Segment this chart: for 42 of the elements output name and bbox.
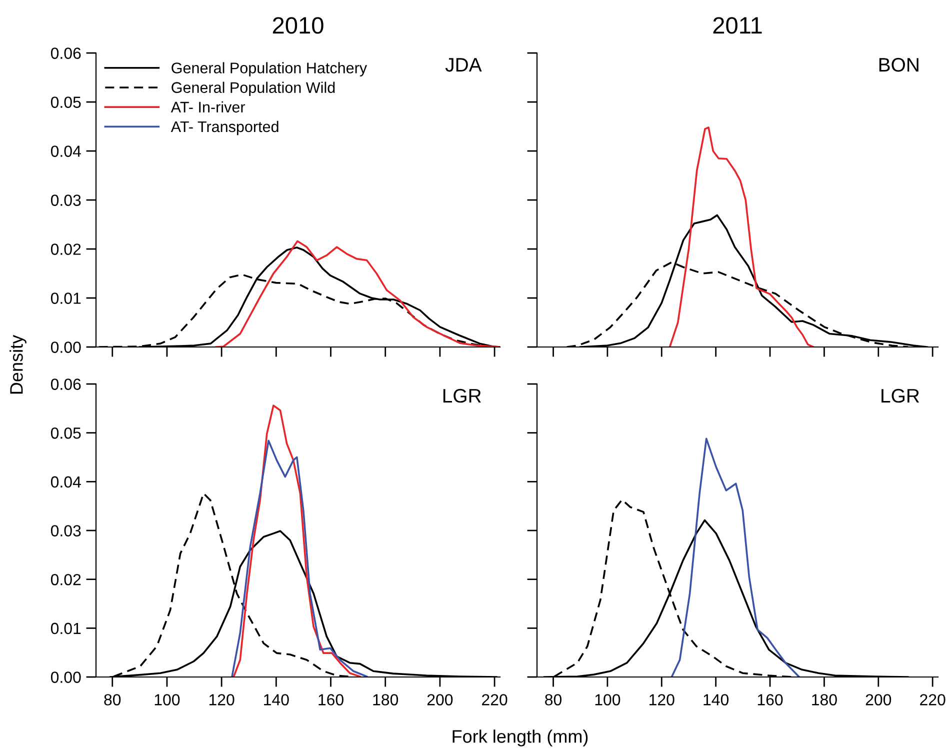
y-tick-label: 0.00 [50, 672, 81, 683]
annotation: JDA [445, 58, 482, 72]
y-tick-label: 0.04 [50, 476, 81, 488]
x-tick-label: 180 [373, 694, 398, 706]
x-tick-label: 100 [154, 694, 180, 706]
y-tick-label: 0.03 [50, 525, 81, 536]
y-tick-label: 0.01 [50, 622, 81, 634]
x-tick-label: 200 [866, 694, 892, 706]
x-tick-label: 120 [650, 694, 674, 706]
x-tick-label: 80 [104, 694, 121, 706]
y-tick-label: 0.01 [50, 292, 81, 304]
x-tick-label: 100 [595, 694, 620, 706]
x-tick-label: 220 [920, 694, 946, 706]
x-axis-title: Fork length (mm) [452, 730, 588, 746]
annotation: BON [879, 58, 918, 72]
y-axis-title: Density [10, 334, 26, 394]
y-tick-label: 0.02 [50, 244, 81, 255]
x-tick-label: 180 [812, 694, 837, 706]
annotation: LGR [882, 388, 920, 403]
y-tick-label: 0.00 [50, 342, 81, 353]
x-tick-label: 220 [482, 694, 508, 706]
x-tick-label: 160 [318, 694, 344, 706]
x-tick-label: 140 [264, 694, 289, 706]
x-tick-label: 80 [545, 694, 562, 706]
chart-title: 2011 [713, 17, 762, 34]
y-tick-label: 0.06 [50, 48, 81, 59]
y-tick-label: 0.05 [50, 96, 81, 108]
x-tick-label: 120 [209, 694, 234, 706]
x-tick-label: 160 [758, 694, 783, 706]
chart-title: 2010 [272, 17, 324, 34]
legend-label: General Population Wild [172, 82, 335, 96]
y-tick-label: 0.04 [50, 146, 81, 157]
y-tick-label: 0.05 [50, 427, 81, 439]
y-tick-label: 0.02 [50, 574, 81, 586]
x-tick-label: 140 [704, 694, 729, 706]
legend-label: AT- In-river [170, 101, 246, 113]
legend-label: General Population Hatchery [172, 62, 368, 76]
x-tick-label: 200 [427, 694, 453, 706]
y-tick-label: 0.03 [50, 194, 81, 206]
annotation: LGR [443, 388, 481, 403]
y-tick-label: 0.06 [50, 378, 81, 390]
legend-label: AT- Transported [170, 120, 278, 136]
